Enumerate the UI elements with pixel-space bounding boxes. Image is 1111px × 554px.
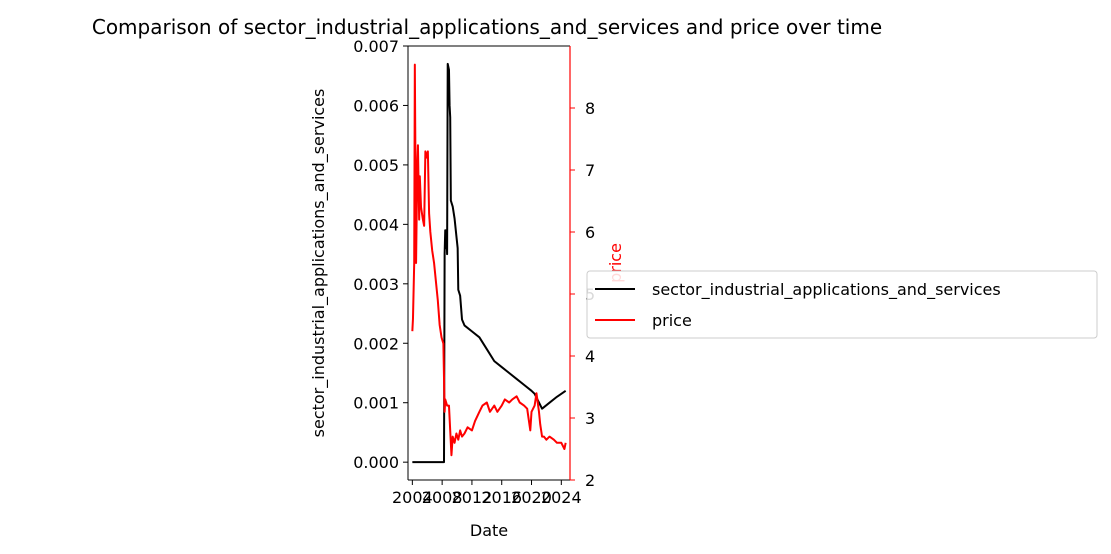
left-y-tick-label: 0.003 — [353, 275, 399, 294]
legend-box — [586, 270, 1098, 339]
left-y-tick-label: 0.002 — [353, 334, 399, 353]
left-y-axis-label: sector_industrial_applications_and_servi… — [309, 89, 329, 438]
legend-label-price: price — [652, 311, 692, 330]
left-y-tick-label: 0.004 — [353, 215, 399, 234]
x-tick-label: 2020 — [511, 488, 552, 507]
left-y-tick-label: 0.001 — [353, 394, 399, 413]
x-tick-label: 2008 — [422, 488, 463, 507]
right-y-tick-label: 7 — [585, 161, 595, 180]
plot-area: 0.000 0.001 0.002 0.003 0.004 0.005 0.006 0.007… — [353, 37, 595, 507]
left-y-tick-label: 0.000 — [353, 453, 399, 472]
x-tick-label: 2012 — [452, 488, 493, 507]
series-line-price — [411, 63, 567, 457]
right-y-tick-label: 6 — [585, 223, 595, 242]
x-tick-label: 2004 — [392, 488, 433, 507]
right-y-tick-label: 8 — [585, 99, 595, 118]
x-axis-label: Date — [470, 521, 508, 540]
legend-label-sector: sector_industrial_applications_and_servi… — [652, 280, 1001, 300]
left-y-axis: 0.000 0.001 0.002 0.003 0.004 0.005 0.006 0.007 — [353, 37, 408, 472]
x-tick-label: 2016 — [481, 488, 522, 507]
left-y-tick-label: 0.007 — [353, 37, 399, 56]
series-line-sector — [412, 62, 567, 464]
right-y-tick-label: 2 — [585, 471, 595, 490]
left-y-tick-label: 0.005 — [353, 156, 399, 175]
legend: sector_industrial_applications_and_servi… — [586, 270, 1098, 339]
chart-title: Comparison of sector_industrial_applicat… — [92, 15, 882, 39]
x-tick-label: 2024 — [541, 488, 582, 507]
left-y-tick-label: 0.006 — [353, 96, 399, 115]
right-y-tick-label: 3 — [585, 409, 595, 428]
right-y-tick-label: 4 — [585, 347, 595, 366]
series-layer — [411, 62, 567, 464]
